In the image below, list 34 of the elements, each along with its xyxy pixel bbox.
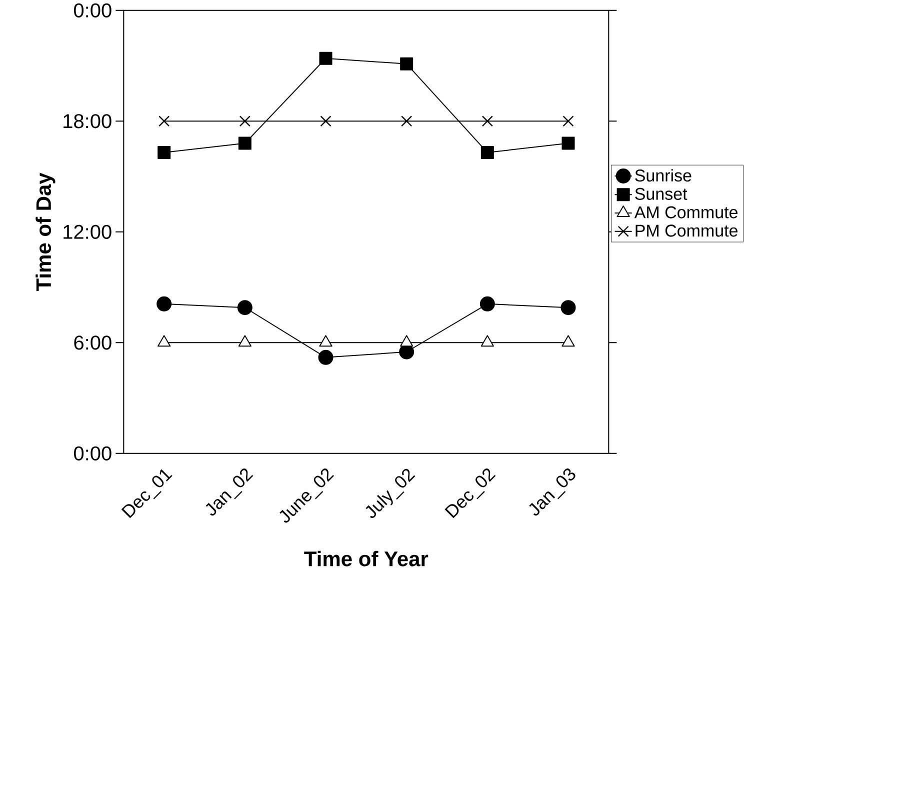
- y-tick-label: 6:00: [74, 335, 112, 350]
- point: [482, 116, 493, 127]
- point: [238, 335, 252, 347]
- legend-label: PM Commute: [636, 224, 738, 237]
- point: [239, 116, 250, 127]
- point: [319, 335, 332, 347]
- point: [400, 57, 414, 70]
- point: [318, 350, 334, 365]
- y-tick-label: 18:00: [64, 114, 112, 128]
- point: [237, 300, 252, 315]
- point: [562, 136, 575, 150]
- legend-label: AM Commute: [634, 206, 738, 218]
- point: [562, 335, 575, 347]
- point: [560, 300, 576, 315]
- point: [480, 146, 494, 159]
- point: [562, 116, 574, 127]
- point: [400, 335, 414, 347]
- point: [320, 116, 332, 127]
- point: [401, 116, 412, 127]
- point: [480, 296, 495, 312]
- legend-label: Sunrise: [635, 169, 692, 182]
- legend-label: Sunset: [635, 188, 688, 200]
- y-axis-title: Time of Day: [36, 172, 56, 291]
- x-axis-title: Time of Year: [304, 550, 428, 566]
- point: [480, 335, 494, 347]
- point: [158, 335, 171, 347]
- point: [158, 116, 170, 127]
- y-tick-label: 0:00: [74, 3, 112, 18]
- point: [238, 136, 252, 150]
- y-tick-label: 0:00: [74, 446, 112, 460]
- point: [158, 146, 171, 159]
- point: [156, 296, 172, 312]
- y-tick-label: 12:00: [64, 224, 112, 239]
- point: [319, 52, 332, 65]
